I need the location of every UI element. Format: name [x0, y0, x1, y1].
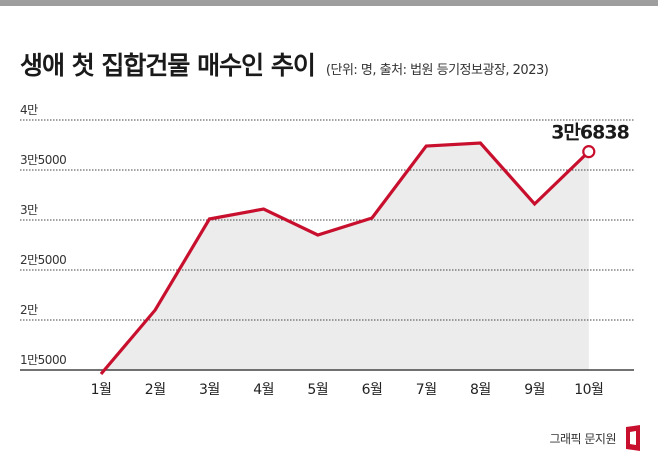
- y-tick-label: 3만: [20, 203, 38, 217]
- publisher-logo-icon: [626, 425, 640, 451]
- chart-title: 생애 첫 집합건물 매수인 추이: [20, 51, 316, 80]
- x-tick-label: 9월: [524, 382, 545, 398]
- area-fill: [101, 143, 589, 374]
- footer: 그래픽 문지원: [549, 425, 642, 451]
- series-line: [99, 141, 590, 376]
- end-point-marker: [582, 145, 596, 159]
- x-tick-label: 6월: [362, 382, 383, 398]
- y-tick-label: 1만5000: [20, 353, 66, 367]
- x-tick-label: 5월: [307, 382, 328, 398]
- y-tick-label: 2만: [20, 303, 38, 317]
- y-tick-label: 4만: [20, 103, 38, 117]
- y-tick-label: 3만5000: [20, 153, 66, 167]
- data-label-annotation: 3만6838: [551, 122, 629, 144]
- title-bar: 생애 첫 집합건물 매수인 추이 (단위: 명, 출처: 법원 등기정보광장, …: [20, 46, 549, 82]
- x-tick-label: 1월: [91, 382, 112, 398]
- x-tick-label: 4월: [253, 382, 274, 398]
- top-accent-bar: [0, 0, 658, 6]
- x-tick-label: 8월: [470, 382, 491, 398]
- y-tick-label: 2만5000: [20, 253, 66, 267]
- graphic-credit: 그래픽 문지원: [549, 431, 616, 446]
- x-tick-label: 2월: [145, 382, 166, 398]
- x-tick-label: 10월: [574, 382, 603, 398]
- x-tick-label: 7월: [416, 382, 437, 398]
- chart-subtitle: (단위: 명, 출처: 법원 등기정보광장, 2023): [325, 63, 549, 78]
- x-tick-label: 3월: [199, 382, 220, 398]
